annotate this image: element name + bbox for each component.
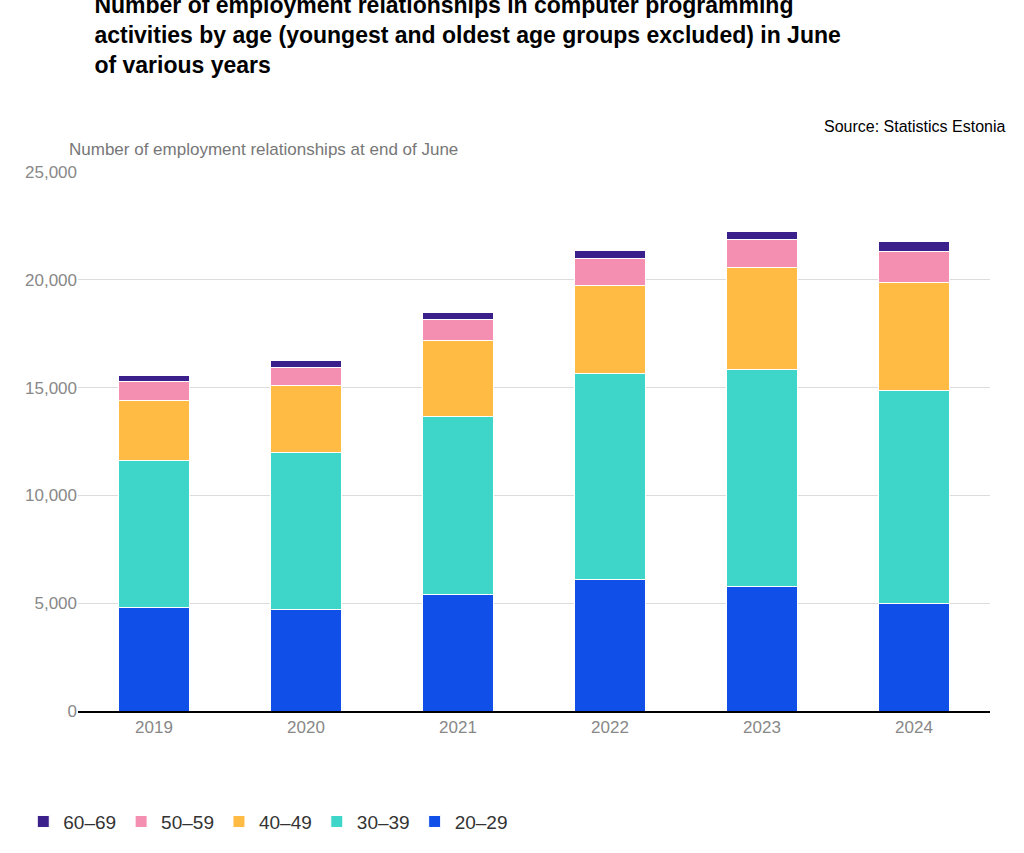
svg-text:50–59: 50–59: [161, 812, 214, 833]
svg-text:10,000: 10,000: [25, 486, 77, 505]
svg-text:2022: 2022: [591, 718, 629, 737]
svg-text:15,000: 15,000: [25, 379, 77, 398]
svg-text:60–69: 60–69: [63, 812, 116, 833]
svg-text:2024: 2024: [895, 718, 933, 737]
svg-text:2021: 2021: [439, 718, 477, 737]
svg-text:40–49: 40–49: [259, 812, 312, 833]
svg-text:2019: 2019: [135, 718, 173, 737]
svg-text:20–29: 20–29: [455, 812, 508, 833]
svg-text:20,000: 20,000: [25, 271, 77, 290]
svg-text:Number of employment relations: Number of employment relationships at en…: [69, 140, 458, 159]
svg-text:2023: 2023: [743, 718, 781, 737]
svg-text:Number of employment relations: Number of employment relationships in co…: [94, 0, 840, 78]
svg-text:30–39: 30–39: [357, 812, 410, 833]
svg-text:25,000: 25,000: [25, 163, 77, 182]
svg-text:2020: 2020: [287, 718, 325, 737]
svg-text:5,000: 5,000: [34, 594, 77, 613]
svg-text:0: 0: [68, 702, 77, 721]
svg-text:Source: Statistics Estonia: Source: Statistics Estonia: [824, 118, 1006, 135]
